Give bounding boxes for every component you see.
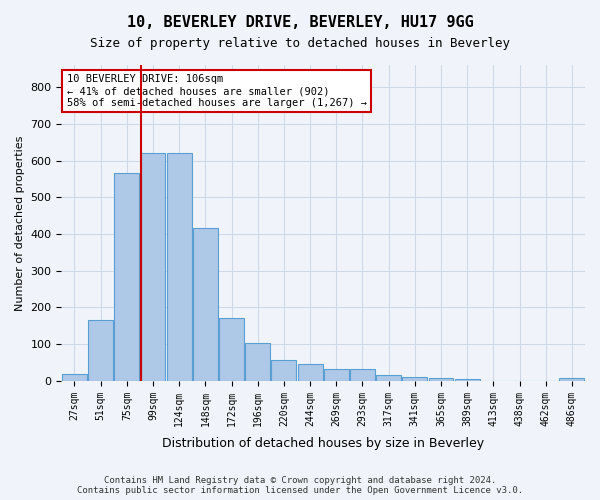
Bar <box>115 174 139 381</box>
Bar <box>219 318 244 381</box>
Bar <box>62 374 87 381</box>
Bar <box>271 360 296 381</box>
Bar <box>350 369 375 381</box>
Text: 10, BEVERLEY DRIVE, BEVERLEY, HU17 9GG: 10, BEVERLEY DRIVE, BEVERLEY, HU17 9GG <box>127 15 473 30</box>
Y-axis label: Number of detached properties: Number of detached properties <box>15 136 25 310</box>
Bar <box>298 364 323 381</box>
Bar <box>376 376 401 381</box>
Bar <box>88 320 113 381</box>
Bar <box>140 153 166 381</box>
Bar <box>245 343 270 381</box>
Bar <box>403 377 427 381</box>
X-axis label: Distribution of detached houses by size in Beverley: Distribution of detached houses by size … <box>162 437 484 450</box>
Bar <box>193 228 218 381</box>
Bar <box>455 379 479 381</box>
Bar <box>324 369 349 381</box>
Bar <box>167 153 191 381</box>
Bar <box>559 378 584 381</box>
Text: 10 BEVERLEY DRIVE: 106sqm
← 41% of detached houses are smaller (902)
58% of semi: 10 BEVERLEY DRIVE: 106sqm ← 41% of detac… <box>67 74 367 108</box>
Text: Size of property relative to detached houses in Beverley: Size of property relative to detached ho… <box>90 38 510 51</box>
Bar <box>428 378 454 381</box>
Text: Contains HM Land Registry data © Crown copyright and database right 2024.
Contai: Contains HM Land Registry data © Crown c… <box>77 476 523 495</box>
